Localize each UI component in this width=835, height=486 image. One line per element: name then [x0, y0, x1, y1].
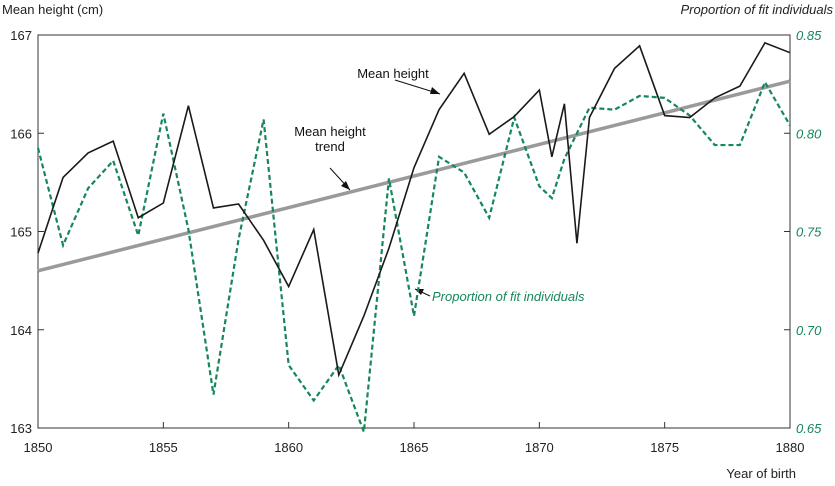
y-axis-title: Mean height (cm): [2, 2, 103, 17]
y2-axis-title: Proportion of fit individuals: [681, 2, 834, 17]
arrow-head: [341, 181, 350, 190]
x-tick-label: 1855: [149, 440, 178, 455]
arrow-head: [415, 289, 424, 295]
x-tick-label: 1865: [400, 440, 429, 455]
x-tick-label: 1880: [776, 440, 805, 455]
x-tick-label: 1850: [24, 440, 53, 455]
x-axis-title: Year of birth: [726, 466, 796, 481]
x-tick-label: 1875: [650, 440, 679, 455]
annotation: Mean height: [357, 66, 429, 81]
y-tick-label: 165: [10, 225, 32, 240]
y-tick-label: 166: [10, 126, 32, 141]
y2-tick-label: 0.85: [796, 28, 822, 43]
y-tick-label: 164: [10, 323, 32, 338]
y2-tick-label: 0.65: [796, 421, 822, 436]
y-tick-label: 163: [10, 421, 32, 436]
y2-tick-label: 0.80: [796, 126, 822, 141]
y2-tick-label: 0.70: [796, 323, 822, 338]
arrow-head: [430, 87, 440, 94]
annotation: Mean height trend: [294, 124, 366, 154]
x-tick-label: 1860: [274, 440, 303, 455]
annotation: Proportion of fit individuals: [432, 289, 585, 304]
y-tick-label: 167: [10, 28, 32, 43]
plot-frame: [37, 34, 791, 429]
x-tick-label: 1870: [525, 440, 554, 455]
series-line: [37, 79, 791, 273]
series-line: [37, 41, 791, 378]
series-line: [36, 79, 791, 433]
y2-tick-label: 0.75: [796, 225, 822, 240]
